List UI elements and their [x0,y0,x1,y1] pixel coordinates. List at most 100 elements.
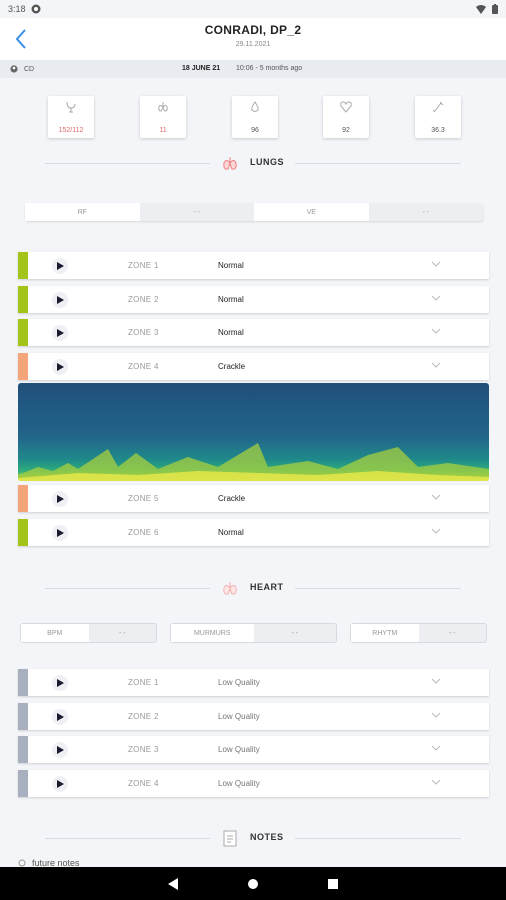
tab-ve[interactable]: VE [254,203,369,221]
app-notification-icon [31,4,41,14]
vital-blood-pressure[interactable]: 152/112 [48,96,94,138]
zone-status: Normal [218,261,244,270]
info-bar: CD 18 JUNE 21 10:06 - 5 months ago [0,60,506,78]
zone-name: ZONE 1 [128,678,159,687]
chevron-down-icon[interactable] [431,261,441,267]
zone-status-bar [18,736,28,763]
play-icon [56,363,64,371]
vital-respiratory-rate[interactable]: 11 [140,96,186,138]
play-icon [56,713,64,721]
heart-icon [223,582,237,595]
zone-status-bar [18,703,28,730]
notes-icon [223,830,237,847]
play-button[interactable] [52,258,68,274]
vital-value: 152/112 [58,127,84,134]
top-bar: CONRADI, DP_2 29.11.2021 [0,18,506,60]
chevron-down-icon[interactable] [431,328,441,334]
murmurs-value: - - [291,629,299,637]
play-button[interactable] [52,675,68,691]
chevron-down-icon[interactable] [431,494,441,500]
spectrogram [18,383,489,481]
play-icon [56,679,64,687]
vital-heart-rate[interactable]: 92 [323,96,369,138]
vital-temperature[interactable]: 36.3 [415,96,461,138]
heart-zone-row[interactable]: ZONE 4 Low Quality [18,770,489,797]
play-button[interactable] [52,709,68,725]
note-item[interactable]: future notes [18,858,80,868]
zone-status-bar [18,770,28,797]
heart-zone-row[interactable]: ZONE 2 Low Quality [18,703,489,730]
play-button[interactable] [52,292,68,308]
zone-status: Low Quality [218,779,260,788]
vital-oxygen-saturation[interactable]: 96 [232,96,278,138]
murmurs-label: MURMURS [171,624,254,642]
divider [45,588,210,589]
divider [295,163,461,164]
battery-icon [492,4,498,14]
back-triangle-icon[interactable] [168,877,178,890]
lung-zone-row[interactable]: ZONE 5 Crackle [18,485,489,512]
zone-status-bar [18,519,28,546]
back-button[interactable] [10,26,32,52]
zone-name: ZONE 6 [128,528,159,537]
lungs-icon [223,157,237,170]
blood-pressure-icon [66,101,76,113]
play-button[interactable] [52,742,68,758]
lungs-section-header: LUNGS [45,155,461,173]
play-icon [56,746,64,754]
chevron-down-icon[interactable] [431,745,441,751]
zone-status: Crackle [218,362,246,371]
zone-name: ZONE 4 [128,779,159,788]
play-button[interactable] [52,491,68,507]
lungs-icon [158,102,168,112]
play-icon [56,495,64,503]
zone-name: ZONE 4 [128,362,159,371]
chevron-down-icon[interactable] [431,678,441,684]
chevron-down-icon[interactable] [431,528,441,534]
zone-status: Normal [218,528,244,537]
lung-zone-row[interactable]: ZONE 6 Normal [18,519,489,546]
note-text: future notes [32,858,80,868]
heart-title: HEART [250,582,284,592]
zone-name: ZONE 2 [128,712,159,721]
status-time: 3:18 [8,4,26,14]
bpm-box[interactable]: BPM - - [20,623,157,643]
page-title: CONRADI, DP_2 [204,23,302,37]
lung-zone-row[interactable]: ZONE 2 Normal [18,286,489,313]
zone-status: Normal [218,328,244,337]
lung-zone-row[interactable]: ZONE 4 Crackle [18,353,489,380]
recents-square-icon[interactable] [328,878,338,889]
tab-rf[interactable]: RF [25,203,140,221]
chevron-down-icon[interactable] [431,295,441,301]
play-icon [56,296,64,304]
chevron-down-icon[interactable] [431,362,441,368]
notes-section-header: NOTES [45,830,461,848]
heart-zone-row[interactable]: ZONE 1 Low Quality [18,669,489,696]
heart-zone-row[interactable]: ZONE 3 Low Quality [18,736,489,763]
note-bullet-icon [18,859,26,867]
chevron-down-icon[interactable] [431,779,441,785]
zone-name: ZONE 3 [128,745,159,754]
lung-zone-row[interactable]: ZONE 3 Normal [18,319,489,346]
home-circle-icon[interactable] [248,878,258,889]
tab-ve-value[interactable]: - - [422,208,430,216]
lung-zone-row[interactable]: ZONE 1 Normal [18,252,489,279]
rhythm-box[interactable]: RHYTM - - [350,623,487,643]
system-nav-bar [0,867,506,900]
zone-name: ZONE 2 [128,295,159,304]
vital-value: 36.3 [431,127,445,134]
divider [45,163,210,164]
play-icon [56,262,64,270]
play-button[interactable] [52,325,68,341]
play-button[interactable] [52,525,68,541]
play-button[interactable] [52,776,68,792]
user-icon [10,65,18,73]
play-button[interactable] [52,359,68,375]
chevron-down-icon[interactable] [431,712,441,718]
zone-status-bar [18,319,28,346]
tab-rf-value[interactable]: - - [193,208,201,216]
heart-icon [340,101,352,113]
murmurs-box[interactable]: MURMURS - - [170,623,337,643]
bpm-value: - - [118,629,126,637]
rhythm-value: - - [448,629,456,637]
